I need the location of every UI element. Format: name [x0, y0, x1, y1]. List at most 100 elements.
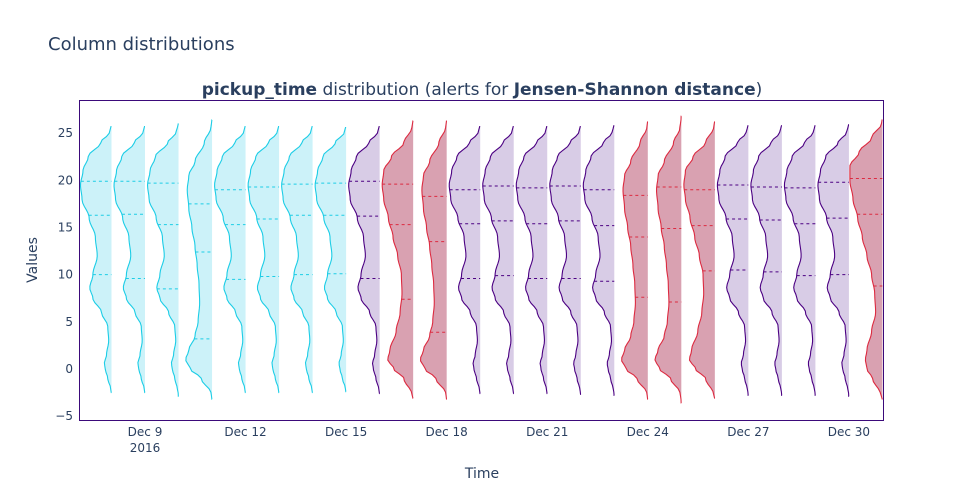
- x-tick-label: Dec 15: [325, 425, 367, 439]
- violin-outline: [849, 119, 883, 400]
- chart-title-column: pickup_time: [202, 80, 317, 100]
- violin-outline: [247, 126, 280, 394]
- violin-alert[interactable]: [683, 121, 716, 399]
- chart-title-middle: distribution (alerts for: [317, 80, 514, 100]
- violin-outline: [750, 125, 783, 396]
- violin-outline: [549, 126, 582, 396]
- violin-outline: [314, 126, 347, 393]
- y-tick-label: 15: [58, 221, 73, 235]
- y-tick-label: 5: [65, 315, 73, 329]
- violin-alert[interactable]: [654, 115, 682, 404]
- violin-reference[interactable]: [79, 126, 112, 394]
- x-tick-label: Dec 9: [128, 425, 163, 439]
- y-axis: −5 0 5 10 15 20 25: [55, 126, 73, 423]
- violin-fill: [114, 126, 145, 393]
- page-title: Column distributions: [48, 34, 235, 55]
- violin-fill: [185, 119, 213, 400]
- violin-normal[interactable]: [750, 125, 783, 396]
- violin-outline: [146, 123, 179, 397]
- violin-reference[interactable]: [113, 126, 146, 394]
- violins: [79, 115, 883, 404]
- chart-title: pickup_time distribution (alerts for Jen…: [202, 80, 763, 100]
- violin-outline: [113, 126, 146, 394]
- violin-normal[interactable]: [482, 126, 515, 395]
- x-tick-year-label: 2016: [130, 441, 161, 455]
- chart-title-end: ): [756, 80, 763, 100]
- violin-fill: [449, 126, 481, 394]
- violin-outline: [482, 126, 515, 395]
- x-axis: Dec 9 2016 Dec 12 Dec 15 Dec 18 Dec 21 Dec 24 D…: [128, 425, 870, 455]
- violin-fill: [784, 125, 816, 396]
- y-tick-label: −5: [55, 409, 73, 423]
- violin-reference[interactable]: [214, 126, 246, 394]
- violin-fill: [717, 125, 749, 396]
- violin-reference[interactable]: [185, 119, 213, 400]
- violin-reference[interactable]: [146, 123, 179, 397]
- x-tick-label: Dec 27: [727, 425, 769, 439]
- violin-outline: [683, 121, 716, 399]
- violin-fill: [214, 126, 246, 393]
- violin-fill: [315, 127, 347, 392]
- violin-fill: [750, 125, 782, 396]
- x-tick-label: Dec 24: [627, 425, 669, 439]
- violin-normal[interactable]: [515, 126, 548, 395]
- violin-outline: [783, 125, 816, 396]
- violin-fill: [147, 123, 179, 397]
- chart-title-metric: Jensen-Shannon distance: [513, 80, 756, 100]
- violin-fill: [654, 116, 682, 403]
- y-tick-label: 25: [58, 126, 73, 140]
- violin-outline: [185, 119, 213, 400]
- violin-normal[interactable]: [817, 124, 850, 397]
- violin-fill: [516, 126, 548, 394]
- violin-outline: [817, 124, 850, 397]
- violin-outline: [515, 126, 548, 395]
- x-axis-title: Time: [464, 466, 499, 482]
- violin-fill: [80, 126, 112, 393]
- violin-fill: [248, 126, 280, 393]
- violin-fill: [817, 124, 849, 397]
- violin-normal[interactable]: [448, 126, 481, 395]
- violin-fill: [348, 126, 380, 394]
- violin-fill: [583, 125, 615, 396]
- x-tick-label: Dec 18: [426, 425, 468, 439]
- violin-outline: [621, 121, 649, 400]
- y-tick-label: 10: [58, 268, 73, 282]
- violin-fill: [482, 126, 514, 394]
- violin-normal[interactable]: [783, 125, 816, 396]
- violin-reference[interactable]: [281, 126, 313, 394]
- x-tick-label: Dec 21: [526, 425, 568, 439]
- violin-fill: [382, 120, 414, 399]
- violin-outline: [654, 115, 682, 404]
- x-tick-label: Dec 30: [828, 425, 870, 439]
- violin-outline: [281, 126, 313, 394]
- violin-outline: [716, 125, 749, 396]
- violin-fill: [683, 121, 715, 399]
- violin-normal[interactable]: [549, 126, 582, 396]
- x-tick-label: Dec 12: [224, 425, 266, 439]
- violin-alert[interactable]: [381, 120, 414, 399]
- violin-outline: [420, 120, 448, 400]
- violin-reference[interactable]: [247, 126, 280, 394]
- violin-alert[interactable]: [621, 121, 649, 400]
- violin-fill: [420, 120, 447, 400]
- violin-alert[interactable]: [849, 119, 883, 400]
- violin-alert[interactable]: [420, 120, 448, 400]
- y-axis-title: Values: [25, 237, 41, 283]
- plot-frame: [79, 100, 884, 421]
- violin-outline: [381, 120, 414, 399]
- violin-normal[interactable]: [716, 125, 749, 396]
- y-tick-label: 0: [65, 362, 73, 376]
- violin-normal[interactable]: [582, 125, 615, 396]
- violin-outline: [582, 125, 615, 396]
- violin-outline: [448, 126, 481, 395]
- violin-fill: [549, 126, 581, 395]
- violin-normal[interactable]: [348, 126, 380, 395]
- violin-fill: [849, 119, 883, 400]
- violin-reference[interactable]: [314, 126, 347, 393]
- violin-outline: [79, 126, 112, 394]
- violin-fill: [281, 126, 313, 393]
- violin-outline: [214, 126, 246, 394]
- y-tick-label: 20: [58, 173, 73, 187]
- violin-outline: [348, 126, 380, 395]
